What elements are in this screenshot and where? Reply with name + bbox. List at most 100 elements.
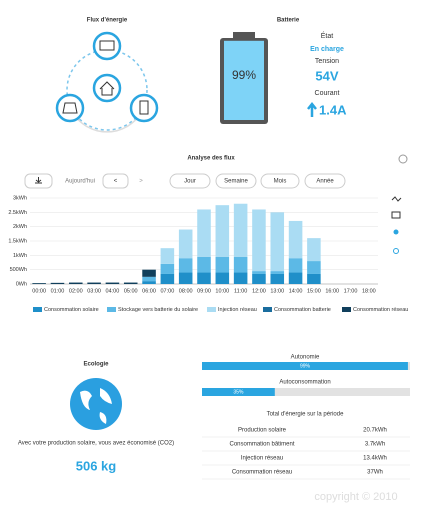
co2-saving: 506 kg [76, 458, 117, 473]
state-label: État [321, 31, 334, 40]
voltage-label: Tension [315, 58, 339, 65]
today-label[interactable]: Aujourd'hui [65, 179, 95, 185]
ratio-bar [202, 362, 408, 370]
y-tick-label: 1.5kWh [8, 238, 27, 244]
current-label: Courant [315, 90, 340, 97]
bar-segment [178, 229, 193, 259]
battery-percent: 99% [232, 68, 256, 82]
bar-segment [197, 209, 211, 257]
x-tick-label: 13:00 [270, 288, 284, 294]
total-value: 20.7kWh [363, 428, 387, 434]
total-label: Production solaire [238, 428, 287, 434]
y-tick-label: 0Wh [16, 281, 27, 287]
battery-title: Batterie [277, 18, 300, 24]
x-tick-label: 14:00 [289, 288, 303, 294]
x-tick-label: 17:00 [344, 288, 358, 294]
period-button[interactable] [260, 173, 300, 189]
period-button[interactable] [215, 173, 257, 189]
flow-diagram [55, 31, 159, 133]
legend-label: Consommation solaire [44, 307, 99, 313]
ratio-value: 35% [233, 389, 244, 395]
ratio-label: Autonomie [291, 355, 320, 361]
legend-swatch[interactable] [107, 307, 116, 312]
x-tick-label: 11:00 [234, 288, 247, 294]
bar-segment [270, 212, 285, 272]
bar-segment [142, 269, 156, 277]
bar-segment [270, 271, 285, 274]
next-label[interactable]: > [139, 179, 143, 185]
x-tick-label: 09:00 [197, 288, 211, 294]
period-button[interactable] [169, 173, 211, 189]
y-tick-label: 500Wh [10, 267, 27, 273]
x-tick-label: 18:00 [362, 288, 376, 294]
bar-segment [160, 248, 175, 264]
bar-segment [50, 282, 65, 284]
x-tick-label: 00:00 [32, 288, 46, 294]
total-value: 37Wh [367, 470, 383, 476]
bar-segment [252, 271, 266, 274]
bar-segment [160, 263, 175, 274]
bar-segment [197, 272, 211, 284]
x-tick-label: 15:00 [307, 288, 321, 294]
legend-swatch[interactable] [342, 307, 351, 312]
x-tick-label: 07:00 [160, 288, 174, 294]
ecology-text: Avec votre production solaire, vous avez… [18, 441, 174, 447]
period-button[interactable] [304, 173, 346, 189]
x-tick-label: 01:00 [51, 288, 65, 294]
totals-title: Total d'énergie sur la période [267, 412, 345, 418]
prev-label: < [114, 179, 118, 185]
chart-side-icons [391, 196, 402, 254]
total-label: Injection réseau [241, 456, 283, 462]
watermark: copyright © 2010 [314, 491, 397, 503]
info-icon[interactable] [398, 154, 408, 164]
legend-label: Injection réseau [218, 307, 257, 313]
x-tick-label: 03:00 [87, 288, 101, 294]
y-tick-label: 1kWh [13, 253, 27, 259]
total-label: Consommation bâtiment [229, 442, 294, 448]
bar-segment [142, 276, 156, 282]
bar-segment [252, 209, 266, 272]
bar-segment [178, 258, 193, 273]
battery-cap [233, 32, 255, 39]
bar-segment [252, 273, 266, 284]
bar-segment [197, 256, 211, 273]
ratio-bar [202, 388, 275, 396]
total-value: 13.4kWh [363, 456, 387, 462]
bar-segment [87, 282, 101, 284]
bar-segment [233, 272, 248, 284]
legend-label: Consommation réseau [353, 307, 408, 313]
ecology-title: Ecologie [83, 362, 109, 368]
x-tick-label: 08:00 [179, 288, 193, 294]
bar-segment [160, 273, 175, 284]
battery-level [224, 40, 264, 120]
bar-segment [215, 205, 230, 257]
bar-segment [142, 281, 156, 284]
bar-segment [105, 282, 120, 284]
state: En charge [310, 46, 344, 53]
x-tick-label: 05:00 [124, 288, 138, 294]
period-label: Année [316, 179, 334, 185]
voltage: 54V [315, 68, 338, 83]
ratio-value: 99% [300, 363, 311, 369]
period-label: Mois [274, 179, 287, 185]
bar-segment [307, 273, 321, 284]
bar-segment [270, 273, 285, 284]
x-tick-label: 10:00 [215, 288, 229, 294]
legend-swatch[interactable] [207, 307, 216, 312]
legend-swatch[interactable] [33, 307, 42, 312]
bar-segment [215, 272, 230, 284]
bar-segment [307, 261, 321, 274]
flow-title: Flux d'énergie [87, 18, 128, 24]
bar-segment [32, 283, 46, 284]
total-value: 3.7kWh [365, 442, 385, 448]
prev-button[interactable] [102, 173, 129, 189]
download-icon [35, 177, 42, 184]
bar-segment [215, 256, 230, 273]
bar-segment [233, 256, 248, 273]
analysis-title: Analyse des flux [187, 156, 235, 162]
current-arrow [307, 101, 317, 117]
legend-swatch[interactable] [263, 307, 272, 312]
bar-segment [288, 258, 303, 273]
